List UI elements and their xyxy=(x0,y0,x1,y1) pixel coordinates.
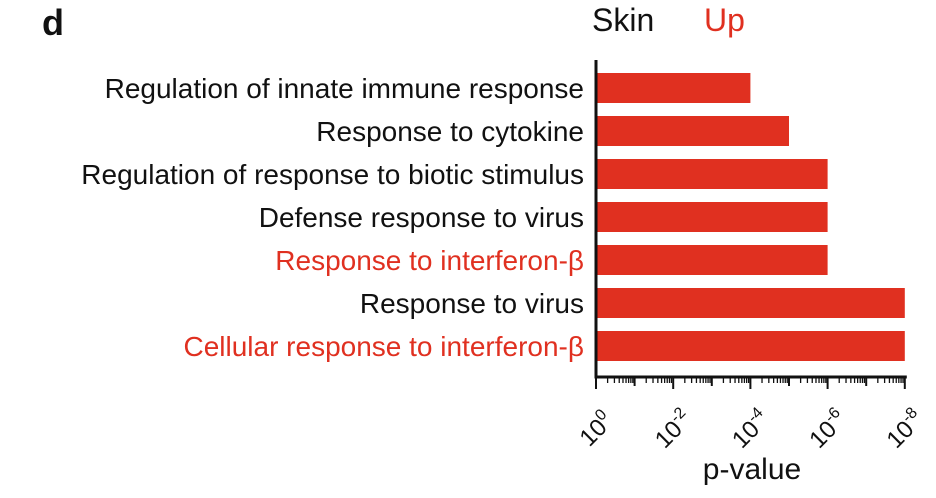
chart-title-tissue: Skin xyxy=(592,2,655,38)
bar xyxy=(596,73,751,103)
x-tick-label: 100 xyxy=(573,406,619,452)
bar xyxy=(596,245,828,275)
bar xyxy=(596,288,905,318)
x-tick-label: 10-2 xyxy=(648,404,698,454)
x-tick-label: 10-6 xyxy=(803,404,853,454)
x-axis-label: p-value xyxy=(703,453,801,486)
category-label: Cellular response to interferon-β xyxy=(183,331,584,362)
category-label: Defense response to virus xyxy=(259,202,584,233)
bar xyxy=(596,202,828,232)
category-label: Regulation of response to biotic stimulu… xyxy=(81,159,584,190)
chart-title-direction: Up xyxy=(704,2,745,38)
bar xyxy=(596,116,789,146)
category-label: Response to interferon-β xyxy=(275,245,584,276)
x-tick-label: 10-8 xyxy=(880,404,930,454)
bar xyxy=(596,159,828,189)
panel-letter: d xyxy=(42,2,64,43)
bar xyxy=(596,331,905,361)
category-label: Response to cytokine xyxy=(316,116,584,147)
category-label: Response to virus xyxy=(360,288,584,319)
category-label: Regulation of innate immune response xyxy=(105,73,584,104)
x-tick-label: 10-4 xyxy=(726,404,776,454)
